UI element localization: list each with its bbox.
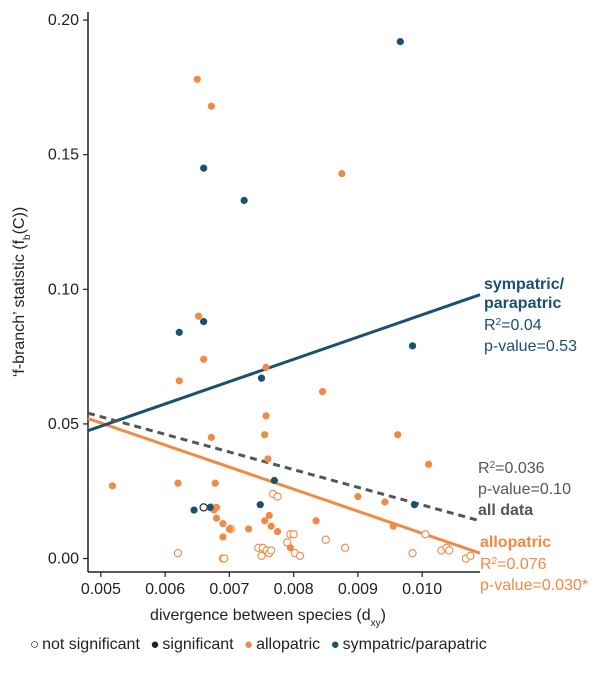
legend-significant-icon: ● (150, 636, 160, 653)
regression-lines (87, 293, 481, 555)
allopatric-nonsig-point (421, 530, 430, 539)
allopatric-sig-point (212, 514, 221, 522)
allopatric-nonsig-point (283, 538, 292, 547)
legend-not-significant-label: not significant (42, 636, 140, 653)
sympatric-sig-point (410, 501, 419, 509)
allopatric-sig-point (245, 525, 253, 533)
allopatric-sig-point (211, 479, 219, 487)
allopatric-sig-point (219, 533, 227, 541)
allopatric-sig-point (207, 102, 215, 110)
allopatric-fit-line (87, 417, 481, 555)
allopatric-sig-point (219, 519, 227, 528)
allopatric-nonsig-point (257, 551, 266, 560)
annotations: sympatric/ parapatric R2=0.04 p-value=0.… (478, 276, 588, 594)
allopatric-sig-point (264, 455, 272, 463)
legend: ○ not significant ● significant ● allopatri… (30, 636, 493, 654)
allopatric-sig-point (174, 479, 182, 487)
data-points (108, 38, 475, 563)
allopatric-sig-point (193, 75, 201, 83)
legend-not-significant-icon: ○ (30, 636, 40, 653)
sympatric-sig-point (200, 164, 208, 172)
allopatric-sig-point (267, 522, 275, 530)
y-tick-label: 0.05 (48, 416, 79, 433)
allopatric-nonsig-point (295, 551, 305, 560)
allopatric-sig-point (338, 169, 346, 178)
y-tick-label: 0.00 (48, 551, 79, 568)
axes: 0.00 0.05 0.10 0.15 0.20 0.005 0.006 0.007 0.008… (48, 12, 480, 598)
x-tick-label: 0.007 (209, 581, 249, 598)
allopatric-nonsig-point (220, 554, 229, 563)
legend-sympatric-label: sympatric/parapatric (342, 636, 487, 653)
allopatric-sig-point (312, 517, 320, 525)
sympatric-sig-point (256, 501, 264, 509)
y-tick-label: 0.20 (48, 12, 79, 29)
sympatric-title-2: parapatric (484, 295, 561, 312)
allopatric-nonsig-point (173, 549, 183, 558)
sympatric-sig-point (175, 328, 183, 336)
allopatric-nonsig-point (289, 530, 298, 539)
y-tick-label: 0.10 (48, 281, 79, 298)
allopatric-pvalue: p-value=0.030* (480, 577, 588, 594)
all-data-r2: R2=0.036 (478, 460, 545, 478)
sympatric-sig-point (200, 318, 208, 326)
all-data-fit-line (87, 411, 481, 523)
allopatric-sig-point (318, 388, 327, 396)
all-data-pvalue: p-value=0.10 (478, 481, 571, 498)
allopatric-nonsig-point (273, 492, 282, 501)
allopatric-nonsig-point (445, 546, 454, 555)
x-axis-title: divergence between species (dxy) (150, 607, 386, 629)
allopatric-sig-point (354, 493, 362, 501)
allopatric-sig-point (381, 498, 389, 506)
sympatric-pvalue: p-value=0.53 (484, 338, 577, 355)
allopatric-sig-point (389, 522, 397, 530)
allopatric-sig-point (262, 412, 270, 420)
x-tick-label: 0.010 (402, 581, 442, 598)
allopatric-sig-point (424, 460, 433, 468)
sympatric-sig-point (240, 196, 248, 205)
allopatric-sig-point (286, 544, 295, 552)
allopatric-nonsig-point (266, 546, 276, 555)
scatter-chart: 0.00 0.05 0.10 0.15 0.20 0.005 0.006 0.007 0.008… (11, 12, 588, 629)
sympatric-sig-point (190, 506, 198, 514)
sympatric-sig-point (396, 38, 404, 46)
x-tick-label: 0.006 (145, 581, 185, 598)
legend-allopatric-icon: ● (244, 636, 254, 653)
sympatric-sig-point (408, 342, 417, 350)
allopatric-sig-point (207, 433, 215, 441)
sympatric-fit-line (87, 293, 481, 433)
sympatric-sig-point (206, 503, 214, 511)
sympatric-r2: R2=0.04 (484, 317, 542, 335)
allopatric-sig-point (108, 482, 117, 490)
legend-significant-label: significant (162, 636, 234, 653)
allopatric-sig-point (212, 503, 221, 511)
sympatric-nonsig-point (199, 503, 208, 512)
x-tick-label: 0.008 (274, 581, 314, 598)
all-data-title: all data (478, 502, 533, 519)
allopatric-sig-point (175, 377, 183, 385)
x-tick-label: 0.009 (338, 581, 378, 598)
sympatric-sig-point (257, 374, 266, 382)
allopatric-nonsig-point (466, 551, 475, 560)
sympatric-title-1: sympatric/ (484, 276, 565, 293)
allopatric-sig-point (225, 525, 233, 533)
y-tick-label: 0.15 (48, 147, 79, 164)
x-tick-label: 0.005 (81, 581, 121, 598)
allopatric-sig-point (261, 431, 269, 439)
allopatric-sig-point (265, 511, 273, 520)
allopatric-nonsig-point (321, 535, 330, 544)
legend-sympatric-icon: ● (330, 636, 340, 653)
allopatric-nonsig-point (408, 549, 417, 558)
allopatric-sig-point (262, 363, 270, 371)
allopatric-r2: R2=0.076 (480, 556, 547, 574)
legend-allopatric-label: allopatric (256, 636, 321, 653)
allopatric-sig-point (194, 312, 203, 320)
sympatric-sig-point (270, 476, 278, 485)
allopatric-sig-point (261, 517, 269, 525)
y-axis-title: ‘f-branch’ statistic (fb(C)) (11, 207, 33, 377)
allopatric-nonsig-point (340, 543, 350, 552)
allopatric-sig-point (200, 355, 208, 363)
allopatric-title: allopatric (480, 534, 551, 551)
allopatric-sig-point (273, 528, 282, 536)
allopatric-sig-point (394, 431, 402, 439)
